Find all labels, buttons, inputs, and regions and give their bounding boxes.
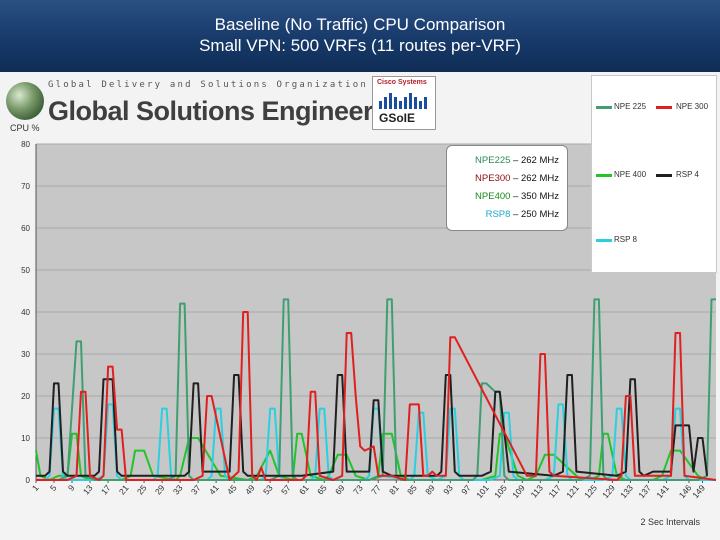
y-tick-label: 70 (21, 182, 30, 191)
x-tick-label: 25 (135, 483, 149, 497)
cisco-bridge-icon (379, 93, 427, 109)
org-line-logo: Global Delivery and Solutions Organizati… (48, 80, 368, 90)
slide-title: Baseline (No Traffic) CPU Comparison Sma… (0, 14, 720, 56)
x-tick-label: 97 (459, 483, 473, 497)
x-tick-label: 113 (529, 483, 546, 500)
x-tick-label: 137 (636, 483, 653, 501)
y-tick-label: 80 (21, 140, 30, 149)
x-tick-label: 57 (279, 483, 293, 497)
legend-swatch-npe225 (596, 106, 612, 109)
y-tick-label: 40 (21, 308, 30, 317)
cisco-gsoie-logo: Cisco Systems GSoIE (372, 76, 436, 130)
x-tick-label: 33 (171, 483, 185, 497)
x-tick-label: 41 (207, 483, 221, 497)
y-axis-title: CPU % (10, 123, 40, 133)
x-tick-label: 133 (618, 483, 635, 501)
legend-label-rsp4: RSP 4 (676, 170, 699, 179)
legend-swatch-npe300 (656, 106, 672, 109)
x-tick-label: 117 (547, 483, 564, 500)
series-line-rsp-4 (36, 374, 708, 477)
legend-swatch-rsp8 (596, 239, 612, 242)
x-tick-label: 85 (405, 483, 419, 497)
slide-title-line2: Small VPN: 500 VRFs (11 routes per-VRF) (199, 36, 521, 55)
gse-logo-text: Global Solutions Engineering (48, 96, 413, 126)
x-tick-label: 61 (297, 483, 311, 497)
legend-swatch-npe400 (596, 174, 612, 177)
y-tick-label: 10 (21, 434, 30, 443)
x-tick-label: 73 (351, 483, 365, 497)
y-tick-label: 60 (21, 224, 30, 233)
x-tick-label: 81 (387, 483, 401, 497)
x-tick-label: 5 (48, 483, 59, 493)
clock-speed-box: NPE225 – 262 MHz NPE300 – 262 MHz NPE400… (446, 145, 568, 231)
x-tick-label: 49 (243, 483, 257, 497)
x-tick-label: 37 (189, 483, 203, 497)
legend-label-npe300: NPE 300 (676, 102, 709, 111)
x-tick-label: 45 (225, 483, 239, 497)
cisco-systems-label: Cisco Systems (377, 79, 427, 86)
mhz-row-npe225: NPE225 – 262 MHz (475, 155, 559, 166)
x-tick-label: 21 (117, 483, 131, 497)
x-tick-label: 29 (153, 483, 167, 497)
x-tick-label: 141 (654, 483, 671, 501)
globe-icon (6, 82, 44, 120)
x-tick-label: 9 (66, 483, 77, 493)
mhz-row-npe400: NPE400 – 350 MHz (475, 191, 559, 202)
x-tick-label: 121 (564, 483, 581, 501)
x-tick-label: 89 (423, 483, 437, 497)
x-tick-label: 53 (261, 483, 275, 497)
x-tick-label: 17 (99, 483, 113, 497)
chart-legend: NPE 225 NPE 300 NPE 400 RSP 4 RSP 8 (591, 75, 717, 273)
legend-swatch-rsp4 (656, 174, 672, 177)
x-tick-label: 13 (81, 483, 95, 497)
slide-title-line1: Baseline (No Traffic) CPU Comparison (214, 15, 506, 34)
legend-label-npe400: NPE 400 (614, 170, 647, 179)
x-tick-label: 93 (441, 483, 455, 497)
x-axis-title: 2 Sec Intervals (640, 517, 700, 527)
legend-label-rsp8: RSP 8 (614, 235, 637, 244)
x-tick-label: 101 (474, 483, 491, 501)
x-tick-label: 109 (510, 483, 527, 501)
x-tick-label: 1 (30, 483, 41, 493)
y-tick-label: 20 (21, 392, 30, 401)
x-tick-label: 149 (690, 483, 707, 501)
x-tick-label: 69 (333, 483, 347, 497)
mhz-row-rsp8: RSP8 – 250 MHz (485, 209, 559, 220)
y-tick-label: 30 (21, 350, 30, 359)
x-tick-label: 125 (582, 483, 599, 501)
mhz-row-npe300: NPE300 – 262 MHz (475, 173, 559, 184)
series-line-npe-300 (36, 311, 717, 481)
legend-label-npe225: NPE 225 (614, 102, 647, 111)
gsoie-label: GSoIE (379, 111, 416, 125)
y-tick-label: 50 (21, 266, 30, 275)
x-tick-label: 129 (600, 483, 617, 501)
title-bar (0, 0, 720, 72)
x-tick-label: 105 (492, 483, 509, 501)
x-tick-label: 65 (315, 483, 329, 497)
x-tick-label: 77 (369, 483, 383, 497)
series-line-npe-400 (35, 432, 716, 481)
y-tick-label: 0 (26, 476, 31, 485)
